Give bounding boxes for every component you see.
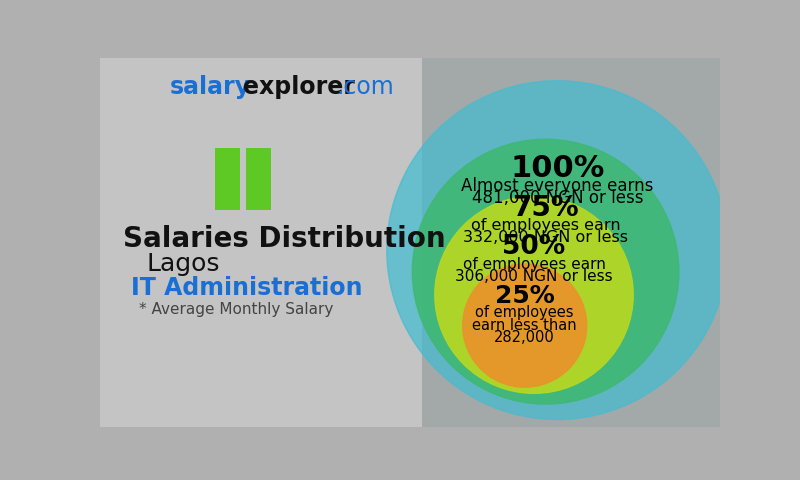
Text: salary: salary: [170, 74, 250, 98]
Text: 100%: 100%: [510, 154, 605, 183]
Text: .com: .com: [336, 74, 394, 98]
Text: of employees: of employees: [475, 305, 574, 321]
Circle shape: [462, 264, 586, 387]
Text: 282,000: 282,000: [494, 330, 555, 345]
Text: * Average Monthly Salary: * Average Monthly Salary: [138, 302, 333, 317]
Bar: [100, 58, 422, 427]
Text: of employees earn: of employees earn: [471, 217, 621, 232]
Text: Salaries Distribution: Salaries Distribution: [123, 226, 446, 253]
Text: 75%: 75%: [512, 194, 579, 222]
Text: explorer: explorer: [243, 74, 355, 98]
Text: 481,000 NGN or less: 481,000 NGN or less: [471, 189, 643, 207]
Text: 306,000 NGN or less: 306,000 NGN or less: [455, 269, 613, 284]
Circle shape: [435, 196, 634, 393]
Bar: [422, 58, 720, 427]
Text: 50%: 50%: [502, 234, 566, 261]
Text: Lagos: Lagos: [146, 252, 220, 276]
Bar: [214, 148, 239, 210]
Bar: [246, 148, 270, 210]
Text: Almost everyone earns: Almost everyone earns: [461, 177, 654, 195]
Circle shape: [412, 139, 679, 404]
Text: IT Administration: IT Administration: [131, 276, 362, 300]
Text: earn less than: earn less than: [472, 318, 577, 333]
Circle shape: [386, 81, 728, 420]
Text: of employees earn: of employees earn: [462, 257, 606, 272]
Text: 25%: 25%: [495, 284, 554, 308]
Text: 332,000 NGN or less: 332,000 NGN or less: [463, 230, 628, 245]
